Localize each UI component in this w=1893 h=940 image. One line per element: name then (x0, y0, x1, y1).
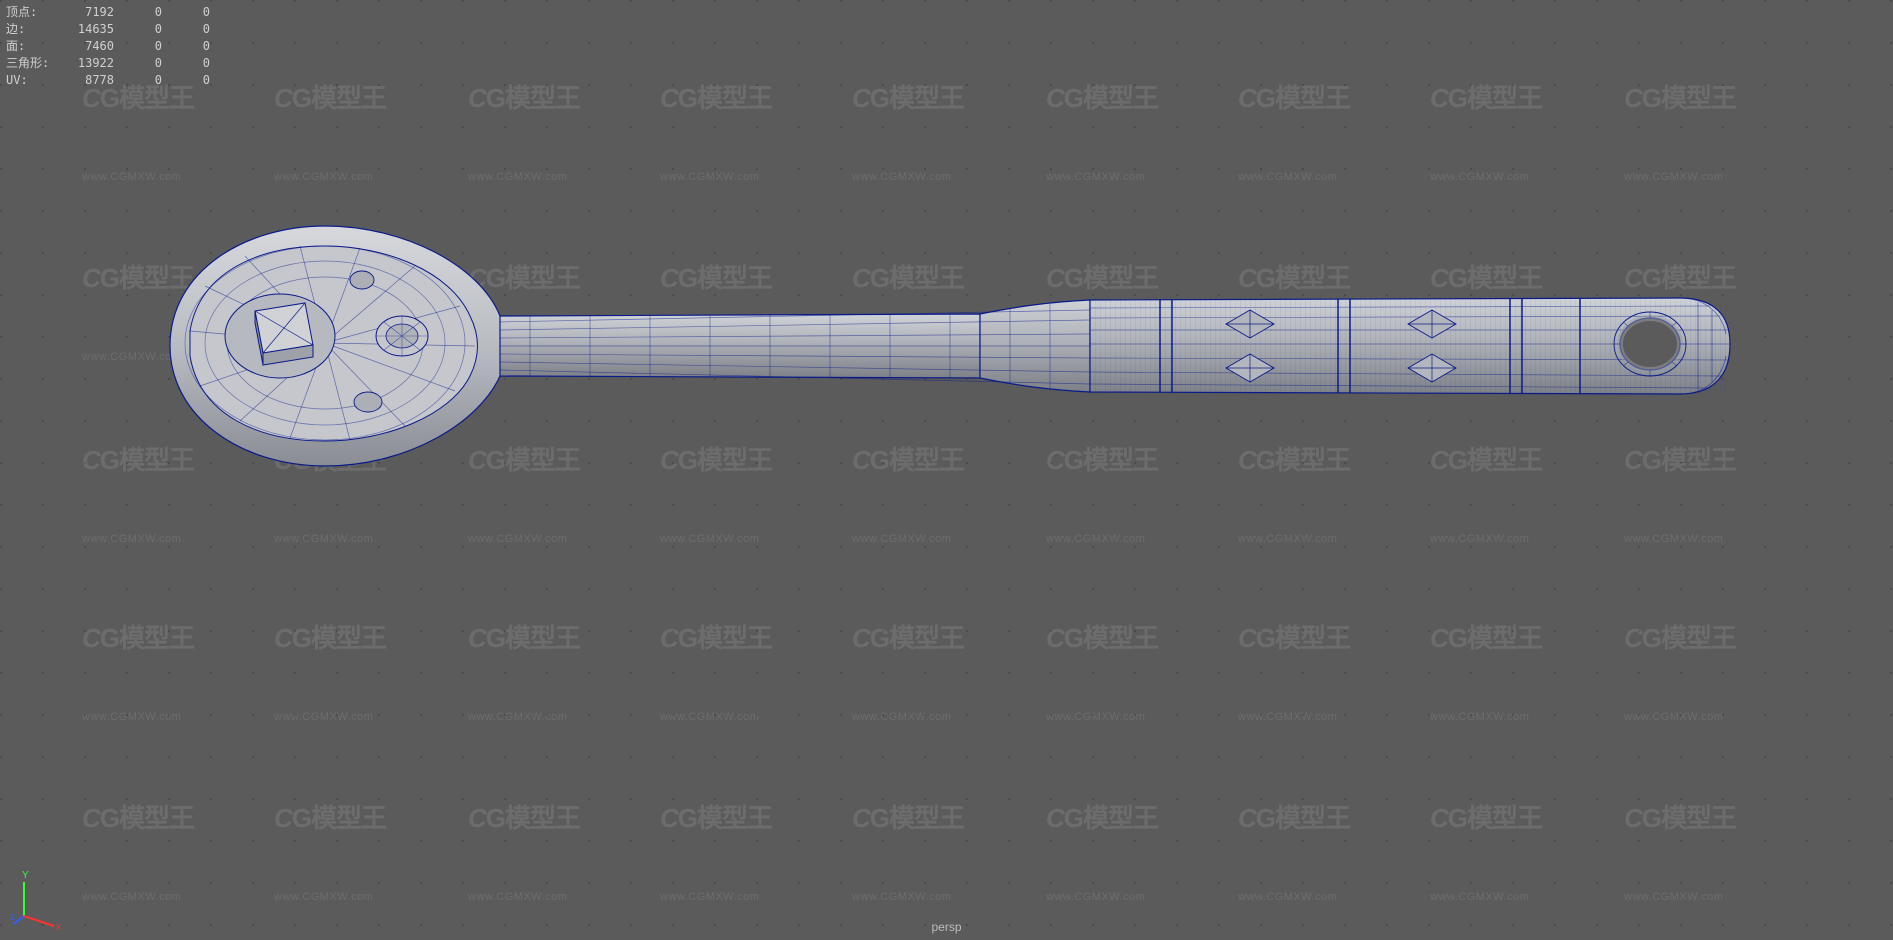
hud-row: UV:877800 (6, 72, 210, 89)
model-ratchet-wrench[interactable] (150, 216, 1740, 476)
hud-value: 0 (162, 38, 210, 55)
camera-label: persp (931, 920, 961, 934)
hud-value: 14635 (58, 21, 114, 38)
hud-label: UV: (6, 72, 58, 89)
hud-value: 0 (114, 21, 162, 38)
axis-y-label: Y (22, 870, 29, 881)
axis-z (14, 916, 24, 924)
wrench-head (170, 226, 510, 466)
wrench-handle (1090, 298, 1730, 394)
hud-value: 0 (162, 21, 210, 38)
hud-value: 0 (114, 38, 162, 55)
hud-row: 边:1463500 (6, 21, 210, 38)
hud-value: 13922 (58, 55, 114, 72)
axis-gizmo[interactable]: Y x z (10, 870, 70, 930)
axis-z-label: z (10, 912, 15, 923)
hud-value: 0 (162, 55, 210, 72)
hud-value: 7192 (58, 4, 114, 21)
hud-value: 0 (162, 4, 210, 21)
hud-value: 8778 (58, 72, 114, 89)
hud-label: 边: (6, 21, 58, 38)
wrench-shaft (500, 300, 1090, 392)
hud-label: 三角形: (6, 55, 58, 72)
hud-row: 三角形:1392200 (6, 55, 210, 72)
viewport-3d[interactable]: CG模型王www.CGMXW.comCG模型王www.CGMXW.comCG模型… (0, 0, 1893, 940)
axis-x (24, 916, 54, 926)
hud-value: 0 (114, 72, 162, 89)
hud-value: 0 (162, 72, 210, 89)
hud-row: 顶点:719200 (6, 4, 210, 21)
hud-label: 顶点: (6, 4, 58, 21)
hud-label: 面: (6, 38, 58, 55)
axis-x-label: x (56, 922, 61, 930)
poly-stats-hud: 顶点:719200边:1463500面:746000三角形:1392200UV:… (6, 4, 210, 89)
hud-row: 面:746000 (6, 38, 210, 55)
hud-value: 0 (114, 55, 162, 72)
hud-value: 7460 (58, 38, 114, 55)
hud-value: 0 (114, 4, 162, 21)
